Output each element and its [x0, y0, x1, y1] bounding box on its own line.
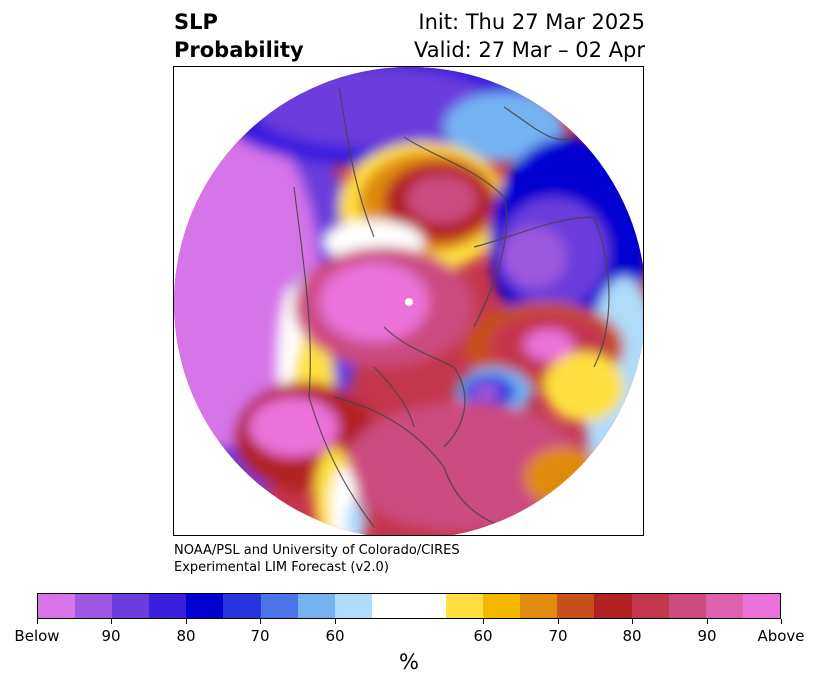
- colorbar-tick: [186, 619, 187, 624]
- colorbar-segment: [186, 594, 224, 618]
- colorbar-segment: [371, 594, 409, 618]
- colorbar-segment: [557, 594, 595, 618]
- colorbar-segment: [260, 594, 298, 618]
- colorbar-tick: [260, 619, 261, 624]
- colorbar-segment: [297, 594, 335, 618]
- colorbar-tick-label: 90: [697, 627, 717, 645]
- init-date: Init: Thu 27 Mar 2025: [418, 10, 645, 34]
- colorbar-segment: [705, 594, 743, 618]
- colorbar-segment: [668, 594, 706, 618]
- colorbar-unit: %: [399, 650, 419, 674]
- colorbar-segment: [742, 594, 780, 618]
- colorbar-segment: [112, 594, 150, 618]
- credit-line1: NOAA/PSL and University of Colorado/CIRE…: [174, 543, 460, 558]
- credit-line2: Experimental LIM Forecast (v2.0): [174, 560, 389, 575]
- colorbar-tick-label: 70: [548, 627, 568, 645]
- title-variable-line2: Probability: [174, 38, 304, 62]
- colorbar-segment: [631, 594, 669, 618]
- colorbar-tick-label: Below: [14, 627, 60, 645]
- coastline-overlay: [293, 86, 610, 528]
- colorbar-tick: [707, 619, 708, 624]
- colorbar-tick-label: 80: [622, 627, 642, 645]
- colorbar-segment: [483, 594, 521, 618]
- colorbar-tick-label: 60: [325, 627, 345, 645]
- colorbar-tick-label: 60: [473, 627, 493, 645]
- colorbar-segment: [520, 594, 558, 618]
- colorbar-tick-label: Above: [757, 627, 805, 645]
- colorbar-tick: [111, 619, 112, 624]
- colorbar-segment: [446, 594, 484, 618]
- colorbar-segment: [38, 594, 76, 618]
- colorbar-tick-label: 80: [176, 627, 196, 645]
- map-panel: [173, 66, 644, 536]
- probability-map: [174, 67, 643, 535]
- colorbar-tick-label: 70: [250, 627, 270, 645]
- colorbar-tick: [483, 619, 484, 624]
- colorbar-segment: [149, 594, 187, 618]
- title-dates: Init: Thu 27 Mar 2025 Valid: 27 Mar – 02…: [414, 8, 645, 64]
- valid-range: Valid: 27 Mar – 02 Apr: [414, 38, 645, 62]
- colorbar-segment: [594, 594, 632, 618]
- pole-marker: [405, 298, 413, 306]
- colorbar-tick: [335, 619, 336, 624]
- colorbar-segment: [223, 594, 261, 618]
- colorbar-tick: [781, 619, 782, 624]
- colorbar-tick: [558, 619, 559, 624]
- probability-field: [174, 67, 643, 535]
- colorbar-tick: [37, 619, 38, 624]
- colorbar-tick-label: 90: [101, 627, 121, 645]
- colorbar-segment: [408, 594, 447, 618]
- colorbar-segment: [334, 594, 372, 618]
- credit: NOAA/PSL and University of Colorado/CIRE…: [174, 542, 460, 576]
- colorbar: [37, 593, 781, 619]
- colorbar-tick: [632, 619, 633, 624]
- colorbar-segment: [75, 594, 113, 618]
- title-variable: SLP Probability: [174, 8, 304, 64]
- title-variable-line1: SLP: [174, 10, 218, 34]
